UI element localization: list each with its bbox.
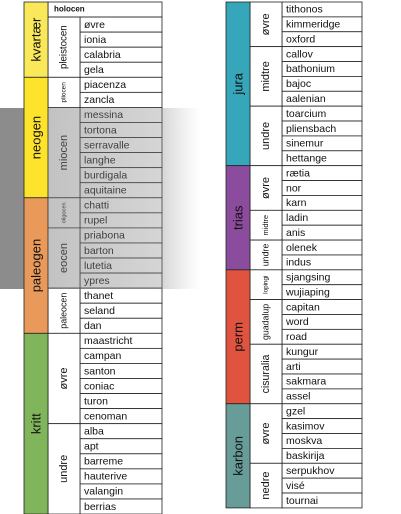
stage-label: moskva — [286, 435, 322, 447]
stage-label: assel — [286, 391, 311, 403]
stage-label: kimmeridge — [286, 19, 340, 31]
stage-label: sjangsing — [286, 272, 331, 284]
stage-label: santon — [84, 365, 116, 377]
stage-label: arti — [286, 361, 301, 373]
epoch-label: cisuralia — [260, 354, 272, 393]
stage-label: thanet — [84, 290, 113, 302]
stage-label: bajoc — [286, 78, 311, 90]
epoch-label: pleistocen — [59, 25, 70, 69]
stage-label: indus — [286, 257, 311, 269]
epoch-cell — [249, 105, 283, 167]
stage-label: piacenza — [84, 79, 126, 91]
epoch-label: nedre — [260, 472, 272, 500]
period-label: paleogen — [28, 239, 43, 293]
stage-label: calabria — [84, 49, 121, 61]
stage-label: maastricht — [84, 335, 133, 347]
stage-label: capitan — [286, 301, 320, 313]
stage-label: road — [286, 331, 307, 343]
stage-label: coniac — [84, 380, 114, 392]
stage-label: toarcium — [286, 108, 327, 120]
stage-label: hettange — [286, 153, 327, 165]
period-cell — [225, 165, 251, 271]
stage-label: cenoman — [84, 410, 127, 422]
stage-label: karn — [286, 197, 307, 209]
stage-label: sinemur — [286, 138, 324, 150]
period-cell — [23, 1, 49, 78]
epoch-cell — [249, 1, 283, 48]
highlight-band — [48, 108, 200, 289]
stage-label: ladin — [286, 212, 308, 224]
stage-label: sakmara — [286, 376, 326, 388]
stage-label: olenek — [286, 242, 318, 254]
stage-label: tournai — [286, 495, 318, 507]
period-cell — [225, 1, 251, 167]
stage-label: kasimov — [286, 420, 325, 432]
period-label: trias — [230, 205, 245, 230]
period-cell — [23, 332, 49, 514]
period-cell — [225, 403, 251, 509]
epoch-cell — [47, 332, 81, 425]
epoch-label: holocen — [54, 5, 85, 14]
stage-label: oxford — [286, 33, 315, 45]
epoch-label: øvre — [58, 368, 70, 390]
stage-label: bathonium — [286, 63, 335, 75]
stage-label: tithonos — [286, 4, 323, 16]
epoch-label: midtre — [261, 215, 270, 236]
period-label: karbon — [230, 436, 245, 476]
epoch-label: øvre — [260, 13, 272, 35]
period-label: kritt — [28, 413, 43, 434]
epoch-label: guadalup — [260, 304, 270, 340]
stage-label: øvre — [84, 19, 105, 31]
period-label: perm — [230, 322, 245, 352]
stage-label: dan — [84, 320, 102, 332]
stage-label: kungur — [286, 346, 319, 358]
stage-label: seland — [84, 305, 115, 317]
period-cell — [225, 269, 251, 405]
stage-label: baskirija — [286, 450, 325, 462]
highlight-band-left — [0, 108, 24, 289]
epoch-cell — [249, 269, 283, 300]
stage-label: gela — [84, 64, 104, 76]
epoch-label: undre — [58, 455, 70, 483]
epoch-cell — [249, 403, 283, 464]
epoch-label: undre — [260, 122, 272, 150]
stage-label: berrias — [84, 501, 116, 513]
stage-label: wujiaping — [285, 286, 330, 298]
stage-label: anis — [286, 227, 305, 239]
stage-label: rætia — [286, 167, 310, 179]
stage-label: gzel — [286, 405, 305, 417]
stage-label: serpukhov — [286, 465, 335, 477]
stage-label: ionia — [84, 34, 106, 46]
stage-label: turon — [84, 395, 108, 407]
stage-label: visé — [286, 480, 305, 492]
epoch-cell — [249, 343, 283, 405]
stage-label: valangin — [84, 486, 123, 498]
stage-label: campan — [84, 350, 122, 362]
stage-label: barreme — [84, 456, 123, 468]
stage-label: hauterive — [84, 471, 127, 483]
period-label: kvartær — [28, 17, 43, 62]
stage-label: callov — [286, 48, 314, 60]
stage-label: nor — [286, 182, 302, 194]
epoch-cell — [249, 462, 283, 509]
stage-label: alba — [84, 425, 104, 437]
epoch-label: pliocen — [61, 82, 68, 103]
epoch-label: øvre — [260, 177, 272, 199]
stage-label: apt — [84, 441, 99, 453]
epoch-label: lopingi — [263, 276, 270, 294]
epoch-label: paleocen — [58, 293, 68, 329]
period-label: neogen — [28, 116, 43, 159]
stage-label: word — [285, 316, 309, 328]
epoch-label: undre — [260, 244, 270, 267]
period-label: jura — [230, 72, 245, 95]
stage-label: pliensbach — [286, 123, 336, 135]
stage-label: aalenian — [286, 93, 326, 105]
epoch-cell — [249, 165, 283, 211]
stage-label: zancla — [84, 94, 115, 106]
epoch-label: øvre — [260, 423, 272, 445]
epoch-label: midtre — [260, 61, 272, 92]
